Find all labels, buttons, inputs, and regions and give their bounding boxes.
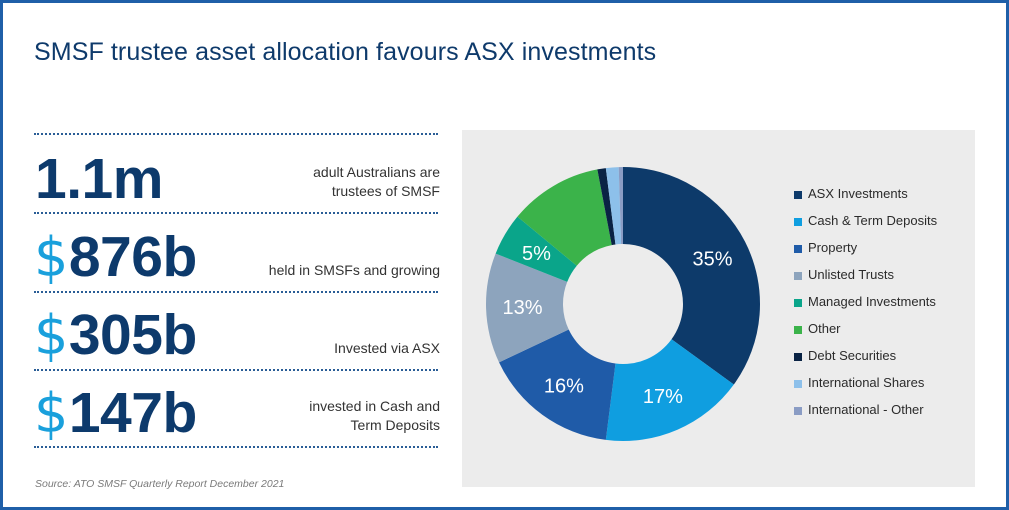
legend-swatch-icon (794, 218, 802, 226)
donut-slices (486, 167, 760, 441)
legend-swatch-icon (794, 245, 802, 253)
currency-symbol: $ (34, 382, 68, 445)
legend-swatch-icon (794, 299, 802, 307)
legend-swatch-icon (794, 407, 802, 415)
donut-slice-managed-investments (495, 216, 577, 282)
legend-item-international-shares: International Shares (794, 375, 937, 402)
donut-slice-international-other (618, 167, 623, 245)
slice-percent-label: 13% (503, 297, 543, 319)
legend-item-cash-term-deposits: Cash & Term Deposits (794, 213, 937, 240)
chart-legend: ASX Investments Cash & Term Deposits Pro… (794, 186, 937, 429)
donut-labels: 35% 17% 16% 13% 5% (503, 243, 733, 408)
donut-slice-property (499, 329, 616, 440)
legend-item-managed-investments: Managed Investments (794, 294, 937, 321)
donut-slice-international-shares (605, 167, 622, 245)
stat-total-desc: held in SMSFs and growing (268, 262, 440, 278)
legend-item-property: Property (794, 240, 937, 267)
divider (34, 369, 438, 371)
stat-asx-value: $305b (34, 303, 197, 367)
legend-swatch-icon (794, 326, 802, 334)
divider (34, 212, 438, 214)
divider (34, 133, 438, 135)
stat-cash-desc: invested in Cash and Term Deposits (309, 398, 440, 433)
legend-item-asx-investments: ASX Investments (794, 186, 937, 213)
currency-symbol: $ (34, 226, 68, 289)
legend-swatch-icon (794, 380, 802, 388)
stat-trustees-desc: adult Australians are trustees of SMSF (313, 164, 440, 199)
legend-swatch-icon (794, 272, 802, 280)
stat-total-value: $876b (34, 225, 197, 289)
slice-percent-label: 35% (693, 248, 733, 270)
donut-slice-asx-investments (623, 167, 760, 385)
slice-percent-label: 5% (522, 243, 551, 265)
source-note: Source: ATO SMSF Quarterly Report Decemb… (35, 478, 285, 490)
currency-symbol: $ (34, 304, 68, 367)
slide-title: SMSF trustee asset allocation favours AS… (34, 38, 657, 66)
donut-slice-cash-term-deposits (605, 339, 734, 441)
divider (34, 291, 438, 293)
slice-percent-label: 17% (643, 386, 683, 408)
legend-swatch-icon (794, 353, 802, 361)
legend-item-debt-securities: Debt Securities (794, 348, 937, 375)
stat-trustees-value: 1.1m (35, 147, 163, 211)
legend-item-other: Other (794, 321, 937, 348)
divider (34, 446, 438, 448)
legend-item-unlisted-trusts: Unlisted Trusts (794, 267, 937, 294)
donut-slice-unlisted-trusts (486, 253, 569, 363)
legend-swatch-icon (794, 191, 802, 199)
donut-slice-debt-securities (597, 168, 616, 246)
legend-item-international-other: International - Other (794, 402, 937, 429)
donut-slice-other (517, 169, 612, 266)
stat-cash-value: $147b (34, 381, 197, 445)
stat-asx-desc: Invested via ASX (334, 340, 440, 356)
slice-percent-label: 16% (544, 375, 584, 397)
